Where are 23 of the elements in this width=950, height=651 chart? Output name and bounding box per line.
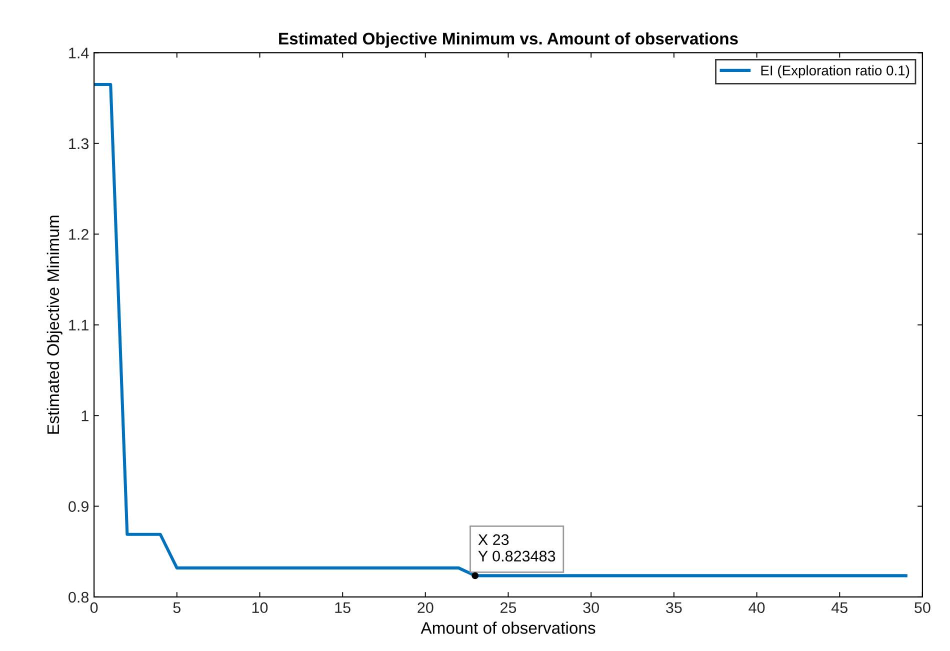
x-tick-label: 30 <box>583 602 599 614</box>
y-tick-label: 1.2 <box>69 229 88 240</box>
x-tick-label: 50 <box>914 602 930 614</box>
y-tick-label: 1.3 <box>69 138 89 150</box>
x-tick-label: 5 <box>173 602 180 614</box>
chart-title: Estimated Objective Minimum vs. Amount of observations <box>279 32 738 48</box>
x-tick-label: 45 <box>831 602 848 614</box>
y-tick-label: 1.4 <box>69 48 89 58</box>
x-tick-label: 20 <box>418 602 434 614</box>
y-tick-label: 0.8 <box>68 592 89 603</box>
x-tick-label: 40 <box>748 602 765 614</box>
y-axis-title: Estimated Objective Minimum <box>46 216 62 434</box>
x-tick-label: 10 <box>252 602 268 614</box>
x-tick-label: 25 <box>500 602 516 614</box>
x-tick-label: 0 <box>90 602 98 614</box>
y-tick-label: 0.9 <box>68 501 88 512</box>
y-tick-label: 1.1 <box>69 320 88 330</box>
legend-label: EI (Exploration ratio 0.1) <box>761 65 910 78</box>
x-tick-label: 15 <box>335 602 350 614</box>
x-axis-title: Amount of observations <box>420 622 596 634</box>
x-tick-label: 35 <box>666 602 682 614</box>
annotation: X 23 Y 0.823483 <box>478 534 556 562</box>
y-tick-label: 1 <box>82 410 88 422</box>
